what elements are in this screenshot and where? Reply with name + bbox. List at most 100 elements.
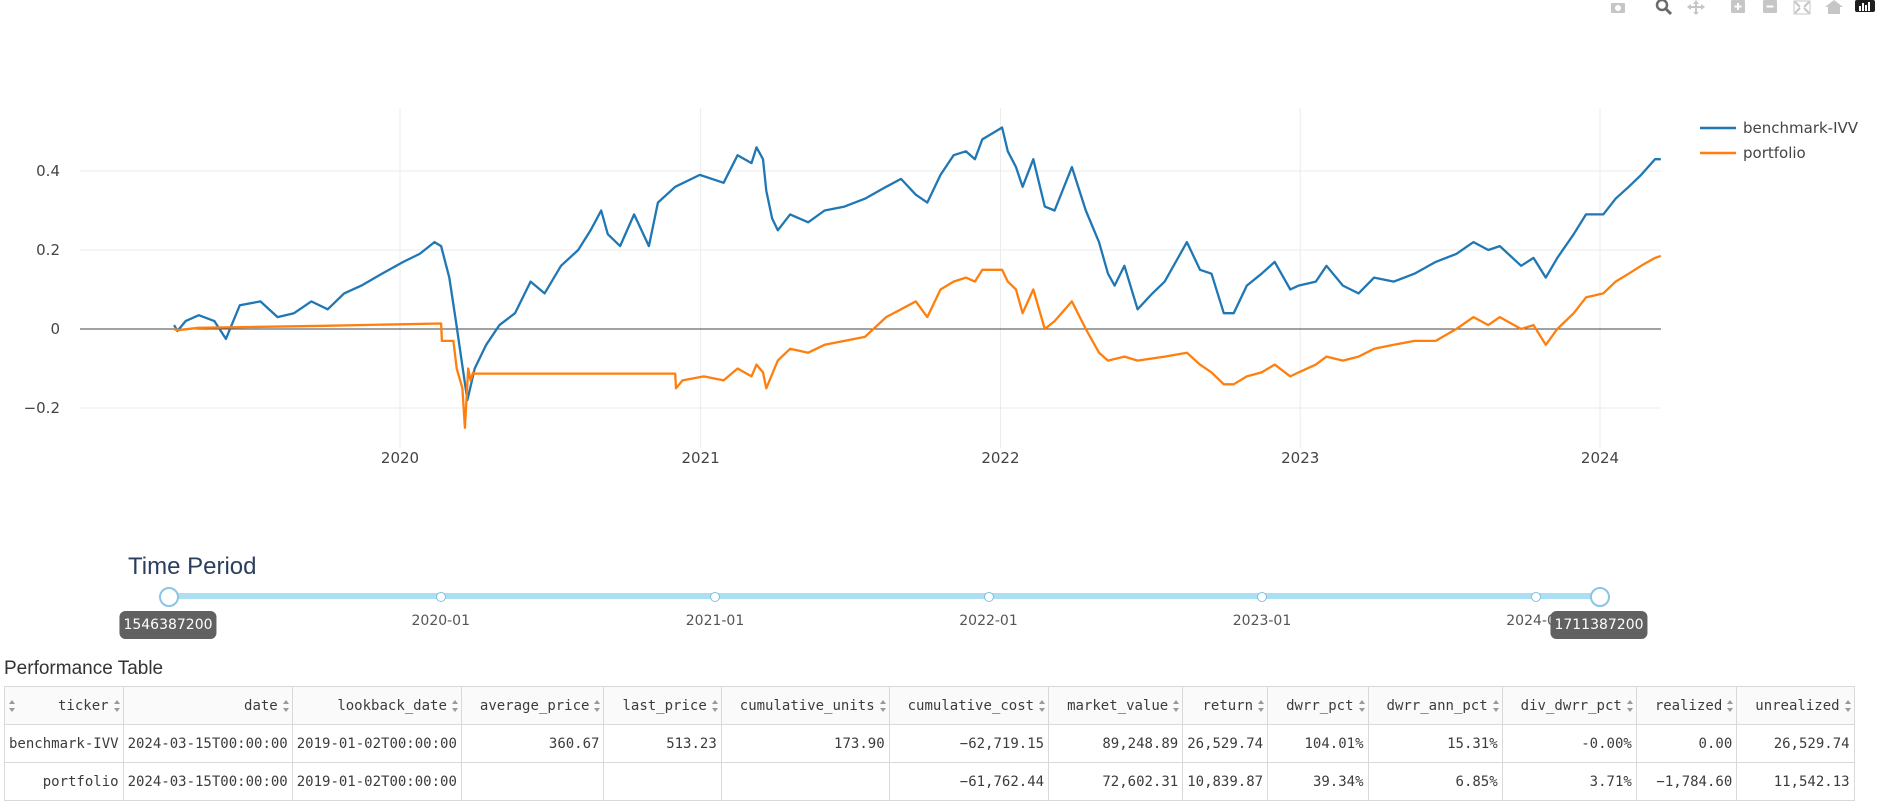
sort-icon[interactable] [451,699,459,713]
column-header-market-value[interactable]: market_value [1048,686,1184,725]
column-header-average-price[interactable]: average_price [460,686,605,725]
slider-value-end: 1711387200 [1550,611,1648,639]
sort-icon[interactable] [1492,699,1500,713]
column-header-dwrr-ann-pct[interactable]: dwrr_ann_pct [1367,686,1503,725]
slider-handle-end[interactable] [1590,587,1610,607]
sort-icon[interactable] [711,699,719,713]
sort-icon[interactable] [1726,699,1734,713]
cell-unrealized: 26,529.74 [1736,724,1855,763]
column-header-ticker[interactable]: ticker [4,686,124,725]
x-tick-label: 2024 [1581,449,1619,467]
sort-icon[interactable] [593,699,601,713]
sort-icon[interactable] [1844,699,1852,713]
column-header-return[interactable]: return [1182,686,1269,725]
cell-date: 2024-03-15T00:00:00 [122,724,293,763]
cell-div-dwrr-pct: -0.00% [1501,724,1637,763]
line-chart[interactable]: −0.2 0 0.2 0.4 2020 2021 2022 2023 2024 benchmark… [0,0,1879,500]
x-tick-label: 2023 [1281,449,1319,467]
cell-lookback-date: 2019-01-02T00:00:00 [291,762,462,801]
sort-icon[interactable] [1172,699,1180,713]
cell-div-dwrr-pct: 3.71% [1501,762,1637,801]
x-tick-label: 2020 [381,449,419,467]
column-header-label: realized [1654,697,1723,714]
cell-ticker: portfolio [4,762,124,801]
autoscale-icon[interactable] [1791,0,1813,15]
cell-lookback-date: 2019-01-02T00:00:00 [291,724,462,763]
plotly-logo-icon[interactable] [1855,0,1875,12]
column-header-realized[interactable]: realized [1635,686,1738,725]
table-row: benchmark-IVV 2024-03-15T00:00:00 2019-01-… [4,724,1855,763]
x-tick-label: 2021 [682,449,720,467]
legend-label-portfolio[interactable]: portfolio [1743,144,1806,162]
slider-mark-label: 2023-01 [1232,613,1292,629]
column-header-div-dwrr-pct[interactable]: div_dwrr_pct [1501,686,1637,725]
column-header-dwrr-pct[interactable]: dwrr_pct [1267,686,1369,725]
cell-average-price: 360.67 [460,724,605,763]
column-header-date[interactable]: date [122,686,293,725]
slider-mark[interactable] [435,592,446,602]
slider-mark[interactable] [710,592,720,602]
zoom-icon[interactable] [1653,0,1675,16]
cell-last-price: 513.23 [603,724,722,763]
column-header-last-price[interactable]: last_price [603,686,722,725]
sort-icon[interactable] [113,699,121,713]
column-header-cumulative-units[interactable]: cumulative_units [720,686,890,725]
table-row: portfolio 2024-03-15T00:00:00 2019-01-02T0… [4,762,1855,801]
y-tick-label: 0.4 [36,162,60,180]
column-header-label: unrealized [1755,697,1840,714]
series-line-benchmark-IVV[interactable] [173,126,1661,402]
y-tick-label: 0 [50,320,60,338]
column-header-label: date [244,697,278,714]
table-title: Performance Table [4,658,164,679]
sort-icon[interactable] [8,699,16,713]
cell-market-value: 72,602.31 [1048,762,1184,801]
cell-market-value: 89,248.89 [1048,724,1184,763]
slider-mark[interactable] [983,592,994,602]
sort-icon[interactable] [1257,699,1265,713]
cell-return: 10,839.87 [1182,762,1269,801]
slider-value-start: 1546387200 [119,611,217,639]
sort-icon[interactable] [879,699,887,713]
zoom-out-icon[interactable] [1759,0,1781,14]
slider-mark[interactable] [1257,592,1267,602]
y-tick-label: −0.2 [24,399,60,417]
reset-axes-icon[interactable] [1823,0,1845,14]
slider-handle-start[interactable] [159,587,179,607]
column-header-label: last_price [622,697,707,714]
cell-ticker: benchmark-IVV [4,724,124,763]
column-header-label: dwrr_pct [1286,697,1354,714]
slider-mark-label: 2022-01 [959,613,1018,629]
cell-return: 26,529.74 [1182,724,1269,763]
cell-realized: −1,784.60 [1635,762,1738,801]
slider-rail[interactable] [168,593,1599,599]
cell-cumulative-units [720,762,890,801]
pan-icon[interactable] [1685,0,1707,15]
plot-area[interactable] [80,108,1661,448]
sort-icon[interactable] [282,699,290,713]
cell-dwrr-pct: 104.01% [1267,724,1369,763]
slider-mark-label: 2021-01 [685,613,745,629]
column-header-label: dwrr_ann_pct [1386,697,1488,714]
column-header-unrealized[interactable]: unrealized [1736,686,1855,725]
cell-average-price [460,762,605,801]
slider-mark-label: 2024-01 [1506,613,1565,629]
cell-cumulative-cost: −62,719.15 [888,724,1050,763]
column-header-label: market_value [1067,697,1169,714]
legend-label-benchmark-IVV[interactable]: benchmark-IVV [1743,119,1859,137]
sort-icon[interactable] [1626,699,1634,713]
chart-modebar [1607,0,1879,16]
camera-icon[interactable] [1607,0,1629,14]
cell-realized: 0.00 [1635,724,1738,763]
slider-mark-label: 2020-01 [411,613,471,629]
zoom-in-icon[interactable] [1727,0,1749,14]
cell-dwrr-ann-pct: 15.31% [1367,724,1503,763]
cell-unrealized: 11,542.13 [1736,762,1855,801]
slider-mark[interactable] [1530,592,1541,602]
time-period-slider[interactable]: 2020-01 2021-01 2022-01 2023-01 2024-01 1546… [0,580,1879,640]
column-header-cumulative-cost[interactable]: cumulative_cost [888,686,1050,725]
y-tick-label: 0.2 [36,241,60,259]
sort-icon[interactable] [1038,699,1046,713]
sort-icon[interactable] [1358,699,1366,713]
series-line-portfolio[interactable] [173,254,1662,429]
column-header-lookback-date[interactable]: lookback_date [291,686,462,725]
